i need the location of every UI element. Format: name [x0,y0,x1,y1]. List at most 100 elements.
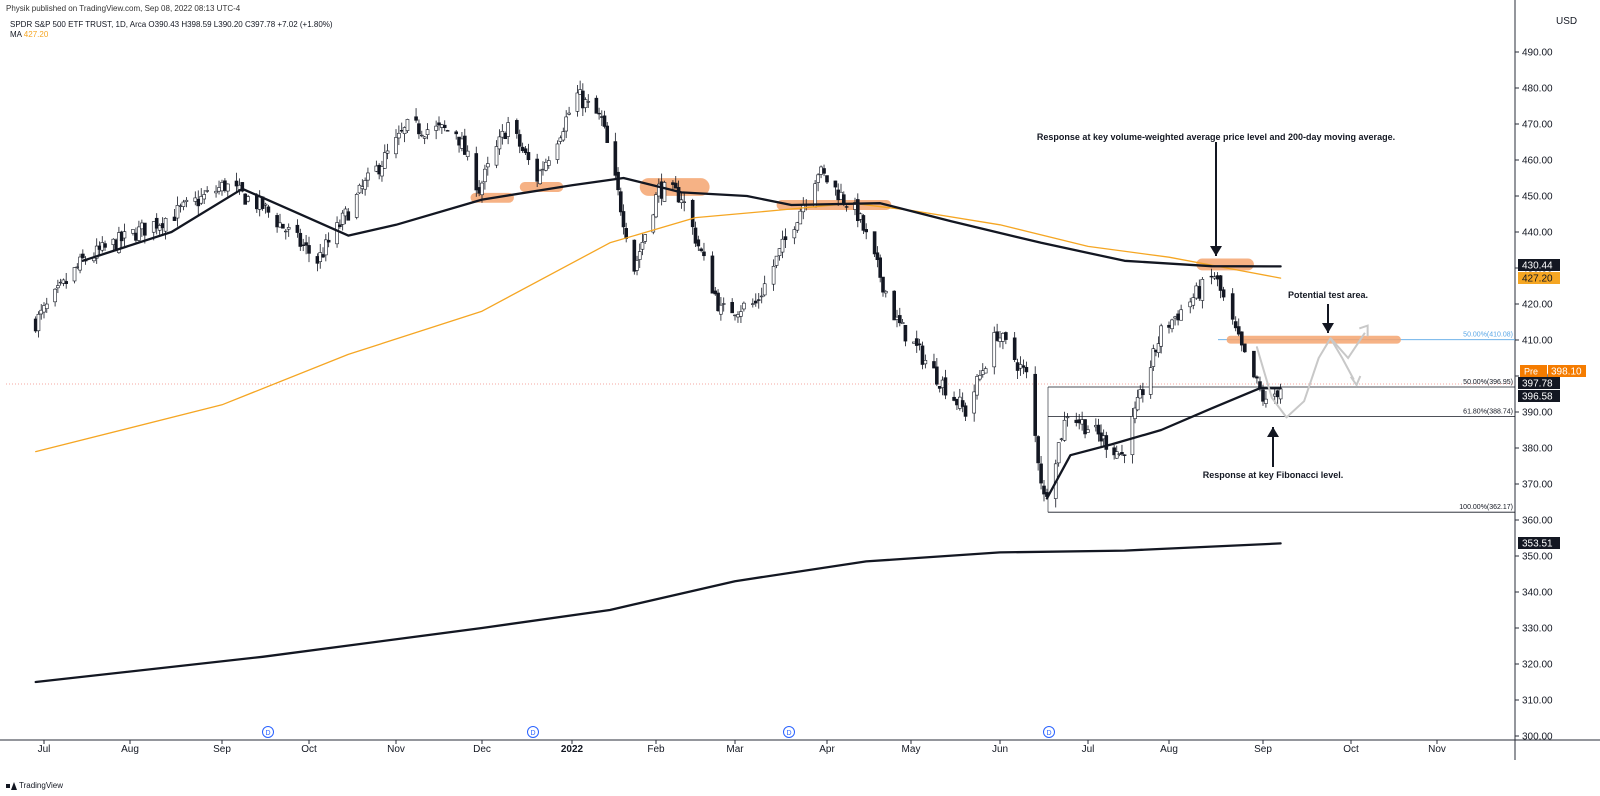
candle-body [780,238,785,253]
candle-body [520,146,525,151]
price-axis-label: 480.00 [1522,84,1553,95]
time-axis-label: Oct [301,744,317,755]
candle-body [1194,285,1199,299]
candle-body [716,292,720,312]
candle-body [335,222,339,245]
candle-body [338,224,342,227]
candle-body [304,242,308,246]
projection-down-path [1329,337,1355,381]
anchored-vwap-line[interactable] [81,176,1282,268]
projection-paths [1255,324,1369,419]
candle-body [44,303,49,310]
candle-body [875,252,880,261]
candle-body [1243,343,1247,353]
dividend-marker-label: D [265,730,270,737]
candlesticks[interactable] [33,80,1283,508]
candle-body [892,290,897,321]
dividend-marker[interactable]: D [1043,726,1055,738]
candle-body [1015,362,1020,371]
candle-body [597,112,601,115]
candle-body [477,187,481,194]
candle-body [998,337,1002,342]
candle-body [777,248,782,257]
candle-body [1120,452,1124,455]
candle-body [366,172,370,181]
time-axis-label: Jul [1082,744,1095,755]
candle-body [301,244,306,246]
candle-body [1104,435,1109,450]
candle-body [605,125,610,143]
candle-body [440,124,444,128]
candle-body [1021,365,1026,368]
anchored-vwap-line[interactable] [1045,387,1282,500]
candle-body [816,174,820,183]
time-axis-label: Nov [1428,744,1446,755]
fibonacci-response-arrow-icon [1267,427,1279,467]
dividend-marker[interactable]: D [783,726,795,738]
candle-body [257,195,262,210]
candle-body [226,183,230,192]
dividend-marker[interactable]: D [262,726,274,738]
candle-body [958,396,962,409]
price-label-bg [1518,377,1560,389]
candle-body [324,239,328,256]
fib-level-label: 50.00%(396.95) [1463,379,1513,386]
candle-body [307,245,311,254]
candle-body [286,227,291,230]
chart-legend: SPDR S&P 500 ETF TRUST, 1D, Arca O390.43… [10,20,333,40]
anchored-vwap-line[interactable] [34,542,1282,684]
candle-body [621,211,626,228]
candle-body [214,190,218,194]
candle-body [618,191,623,213]
candle-body [486,163,490,168]
currency-label: USD [1556,16,1578,27]
ma-line[interactable] [35,202,1282,453]
candle-body [193,197,198,202]
candle-body [445,130,450,132]
candle-body [134,232,138,241]
price-axis-label: 310.00 [1522,696,1553,707]
candle-body [637,251,642,260]
candle-body [122,231,127,239]
candle-body [1135,397,1140,411]
dividend-marker[interactable]: D [527,726,539,738]
candle-body [883,291,888,294]
candle-body [795,222,800,231]
candle-body [914,338,919,346]
price-label-value: 427.20 [1522,274,1553,285]
time-axis[interactable]: Jul Aug Sep Oct Nov Dec 2022 Feb Mar Apr May Jun Jul… [38,740,1446,755]
chart-annotation: Response at key volume-weighted average … [1037,132,1395,142]
candle-body [36,313,41,332]
candle-body [635,260,639,271]
candle-body [1083,419,1087,435]
candle-body [465,150,470,157]
candle-body [564,116,568,132]
candle-body [399,130,404,132]
time-axis-label: Sep [213,744,231,755]
candle-body [640,241,645,250]
price-label-value: 396.58 [1522,392,1553,403]
candle-body [94,245,99,259]
candle-body [1133,407,1137,419]
candle-body [515,120,519,134]
candle-body [654,194,658,218]
candle-body [506,122,510,137]
fibonacci-retracement[interactable]: 50.00%(410.08) 50.00%(396.95) 61.80%(388.7… [1047,332,1515,513]
candle-body [730,302,734,314]
candle-body [937,386,942,389]
candle-body [278,222,282,228]
candle-body [64,281,68,284]
candle-body [240,182,245,192]
price-label: Pre 398.10 [1520,365,1586,378]
candle-body [154,217,159,229]
candle-body [861,215,866,231]
price-label-bg [1518,537,1560,549]
candle-body [1065,416,1070,419]
candle-body [673,182,678,189]
candle-body [751,303,755,305]
candle-body [822,168,826,174]
price-label-value: 397.78 [1522,379,1553,390]
